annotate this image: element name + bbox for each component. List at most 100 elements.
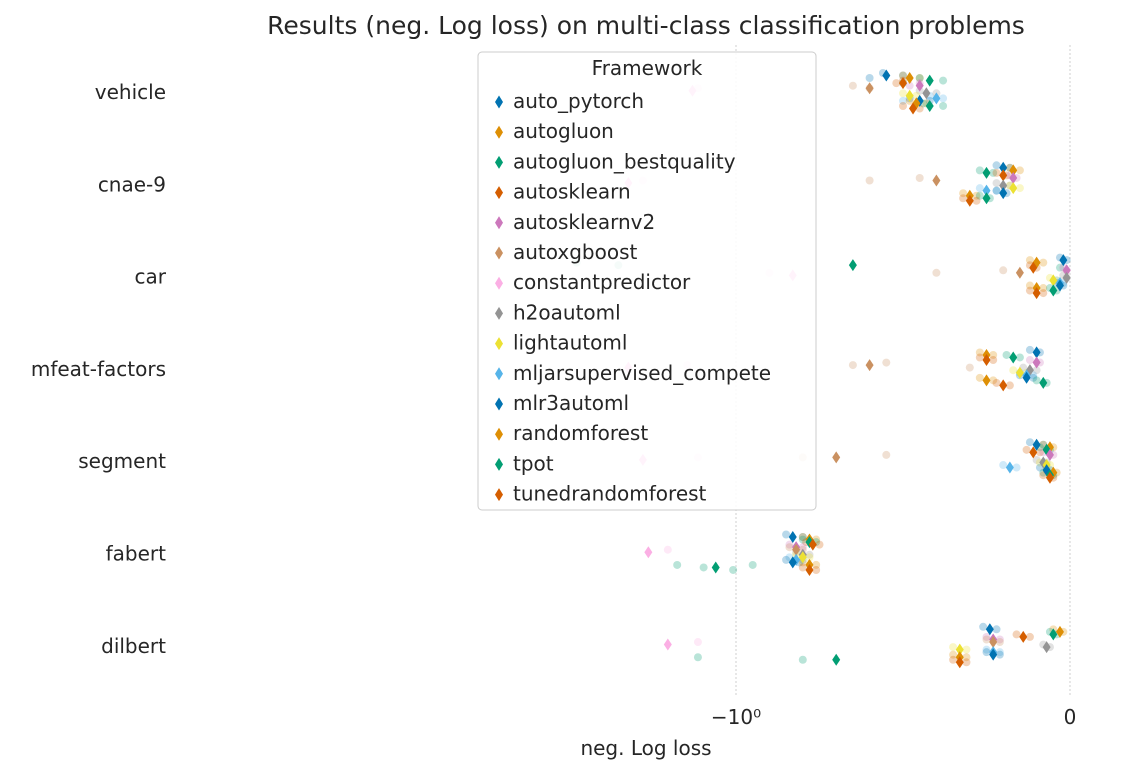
mean-marker-mfeat-factors-mlr3automl (1022, 371, 1031, 384)
mean-marker-dilbert-mlr3automl (989, 648, 998, 661)
point-vehicle-mljarsupervised_compete-2 (899, 96, 907, 105)
legend-title: Framework (592, 56, 703, 80)
point-fabert-mlr3automl-0 (782, 555, 791, 564)
mean-marker-fabert-tpot (711, 561, 720, 574)
mean-marker-mfeat-factors-tunedrandomforest (999, 379, 1008, 392)
point-dilbert-mlr3automl-0 (982, 648, 991, 657)
point-dilbert-lightautoml-0 (949, 643, 958, 652)
point-cnae-9-autogluon-1 (1015, 166, 1024, 175)
mean-marker-dilbert-auto_pytorch (985, 623, 994, 636)
point-car-autogluon-0 (1025, 256, 1034, 265)
point-segment-mljarsupervised_compete-0 (999, 461, 1008, 470)
legend-marker-h2oautoml (495, 306, 503, 320)
mean-marker-fabert-tunedrandomforest (805, 564, 814, 576)
point-dilbert-autoxgboost-1 (995, 637, 1004, 646)
mean-marker-dilbert-tpot (832, 653, 841, 666)
legend-items: auto_pytorch autogluon autogluon_bestquali… (495, 89, 771, 506)
point-vehicle-auto_pytorch-2 (865, 74, 874, 82)
point-fabert-tunedrandomforest-0 (798, 563, 807, 572)
mean-marker-dilbert-autosklearn (1019, 630, 1028, 643)
y-tick-label-segment: segment (78, 449, 166, 473)
mean-marker-fabert-autoxgboost (792, 543, 801, 556)
mean-marker-fabert-auto_pytorch (788, 531, 797, 543)
legend-label-autoxgboost: autoxgboost (513, 240, 638, 264)
point-mfeat-factors-lightautoml-0 (1009, 366, 1018, 375)
point-vehicle-autogluon-0 (899, 71, 907, 80)
mean-marker-cnae-9-autosklearnv2 (1009, 171, 1018, 184)
x-axis-tick-labels: −10⁰ 0 (711, 705, 1076, 729)
point-mfeat-factors-h2oautoml-1 (1032, 366, 1041, 375)
point-cnae-9-tpot-0 (975, 191, 984, 200)
legend-marker-tunedrandomforest (495, 488, 503, 502)
point-fabert-tpot-3 (748, 560, 757, 569)
mean-marker-vehicle-autogluon_bestquality (925, 74, 934, 87)
legend-marker-autogluon (495, 125, 503, 139)
y-tick-label-car: car (135, 265, 167, 289)
legend-marker-tpot (495, 457, 503, 471)
point-cnae-9-mlr3automl-0 (992, 186, 1001, 195)
legend-marker-mlr3automl (495, 397, 503, 411)
y-tick-label-fabert: fabert (106, 542, 167, 566)
point-fabert-autosklearn-1 (815, 540, 824, 549)
mean-marker-dilbert-lightautoml (955, 643, 964, 656)
legend-label-autosklearnv2: autosklearnv2 (513, 210, 655, 234)
point-segment-mljarsupervised_compete-1 (1012, 463, 1021, 472)
point-fabert-autoxgboost-0 (785, 543, 794, 552)
mean-marker-mfeat-factors-autogluon_bestquality (1009, 351, 1018, 364)
point-fabert-autogluon-0 (798, 533, 807, 542)
point-cnae-9-randomforest-0 (959, 189, 968, 198)
point-fabert-tpot-0 (673, 560, 682, 569)
legend-marker-mljarsupervised_compete (495, 367, 503, 381)
point-cnae-9-autogluon_bestquality-0 (975, 166, 984, 175)
point-car-autoxgboost-0 (999, 266, 1008, 275)
mean-marker-car-auto_pytorch (1059, 254, 1068, 267)
chart-title: Results (neg. Log loss) on multi-class c… (267, 11, 1025, 40)
point-mfeat-factors-auto_pytorch-0 (1025, 345, 1034, 354)
point-fabert-tpot-1 (699, 563, 708, 572)
point-vehicle-lightautoml-0 (899, 89, 907, 98)
mean-marker-car-h2oautoml (1062, 271, 1071, 284)
mean-marker-dilbert-autoxgboost (989, 635, 998, 648)
point-car-randomforest-0 (1025, 281, 1034, 290)
point-vehicle-auto_pytorch-1 (899, 71, 907, 80)
point-dilbert-constantpredictor-0 (693, 638, 702, 647)
mean-marker-vehicle-lightautoml (905, 89, 914, 102)
mean-marker-cnae-9-autogluon_bestquality (982, 166, 991, 179)
point-mfeat-factors-autogluon_bestquality-0 (1002, 350, 1011, 359)
mean-marker-segment-tunedrandomforest (1045, 471, 1054, 484)
mean-marker-segment-autosklearnv2 (1045, 448, 1054, 461)
mean-marker-cnae-9-tpot (982, 192, 991, 205)
mean-marker-fabert-lightautoml (798, 551, 807, 564)
point-cnae-9-tunedrandomforest-1 (972, 196, 981, 205)
point-mfeat-factors-tunedrandomforest-1 (1005, 381, 1014, 390)
point-mfeat-factors-randomforest-0 (975, 373, 984, 382)
mean-marker-car-lightautoml (1049, 274, 1058, 287)
mean-marker-cnae-9-autosklearn (999, 169, 1008, 182)
point-mfeat-factors-autosklearn-1 (989, 356, 998, 365)
point-vehicle-autosklearn-1 (892, 79, 901, 88)
mean-marker-dilbert-constantpredictor (663, 638, 672, 651)
legend-label-tunedrandomforest: tunedrandomforest (513, 482, 707, 506)
mean-marker-fabert-constantpredictor (644, 546, 653, 559)
mean-marker-cnae-9-auto_pytorch (999, 161, 1008, 174)
point-dilbert-mljarsupervised_compete-1 (995, 648, 1004, 657)
point-vehicle-tunedrandomforest-0 (899, 102, 907, 110)
point-cnae-9-mljarsupervised_compete-0 (975, 184, 984, 193)
mean-marker-dilbert-h2oautoml (1042, 641, 1051, 654)
mean-marker-mfeat-factors-lightautoml (1015, 366, 1024, 379)
point-fabert-h2oautoml-1 (805, 550, 814, 559)
mean-marker-segment-autoxgboost (832, 451, 841, 464)
point-cnae-9-autosklearn-0 (992, 168, 1001, 177)
x-tick-label-0: −10⁰ (711, 705, 761, 729)
point-fabert-autogluon_bestquality-0 (798, 535, 807, 544)
point-mfeat-factors-tpot-0 (1032, 376, 1041, 385)
point-dilbert-auto_pytorch-0 (979, 622, 988, 631)
point-cnae-9-h2oautoml-0 (992, 179, 1001, 188)
y-tick-label-dilbert: dilbert (101, 634, 166, 658)
y-tick-label-mfeat-factors: mfeat-factors (31, 357, 166, 381)
point-cnae-9-autogluon_bestquality-1 (989, 168, 998, 177)
point-dilbert-randomforest-1 (962, 653, 971, 662)
mean-marker-cnae-9-h2oautoml (999, 179, 1008, 192)
point-mfeat-factors-autoxgboost-2 (965, 363, 974, 372)
